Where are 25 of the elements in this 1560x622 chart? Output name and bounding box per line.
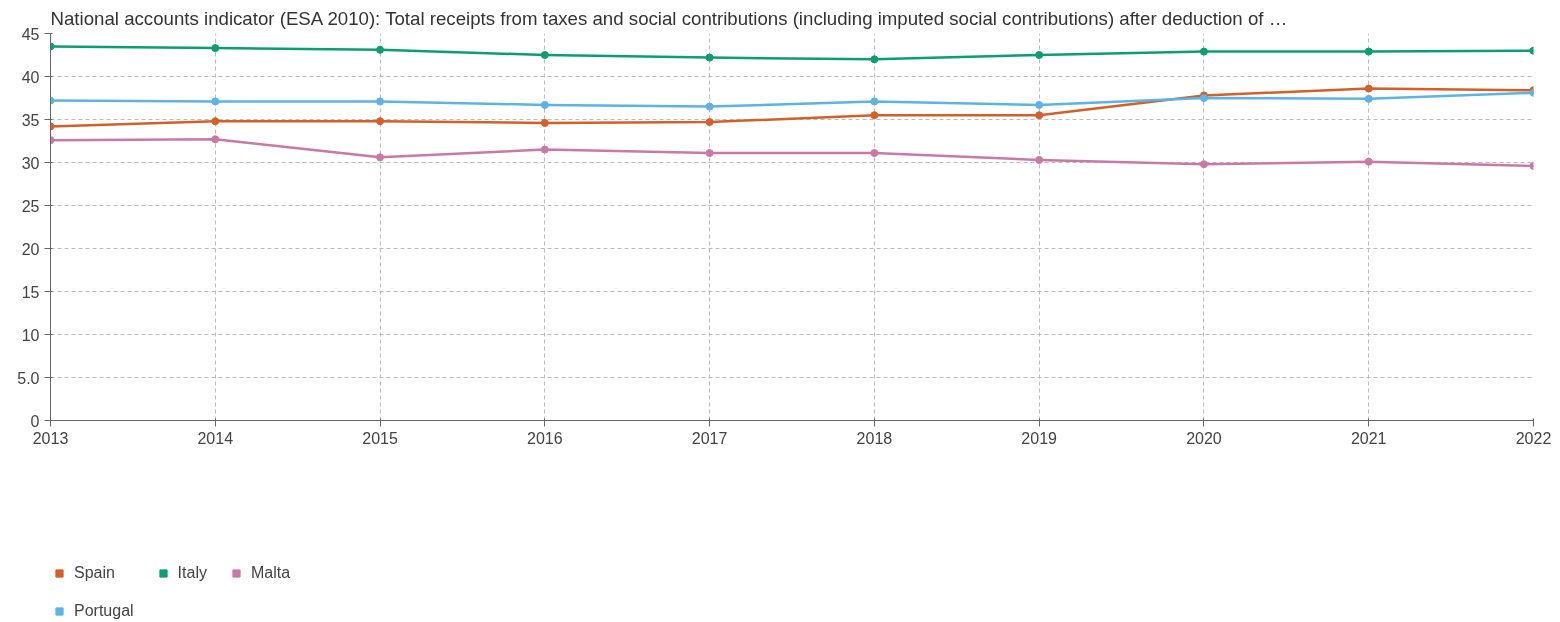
y-tick-label: 20 <box>21 240 40 258</box>
x-tick-label: 2015 <box>362 429 398 447</box>
x-tick-label: 2017 <box>691 429 728 447</box>
x-tick-label: 2021 <box>1350 429 1387 447</box>
legend-label: Malta <box>250 564 291 582</box>
y-tick-label: 45 <box>21 25 40 43</box>
y-tick-label: 0 <box>30 412 40 430</box>
x-tick-label: 2014 <box>197 429 234 447</box>
y-tick-label: 30 <box>21 154 40 172</box>
y-tick-label: 25 <box>21 197 40 215</box>
x-tick-label: 2013 <box>32 429 69 447</box>
legend-label: Portugal <box>74 602 134 620</box>
x-tick-label: 2016 <box>527 429 563 447</box>
y-tick-label: 15 <box>21 283 40 301</box>
x-tick-label: 2022 <box>1515 429 1552 447</box>
legend-label: Spain <box>74 564 115 582</box>
x-tick-label: 2019 <box>1021 429 1058 447</box>
y-tick-label: 40 <box>21 68 40 86</box>
y-tick-label: 35 <box>21 111 40 129</box>
y-tick-label: 5.0 <box>17 369 40 387</box>
x-tick-label: 2020 <box>1186 429 1222 447</box>
chart-title: National accounts indicator (ESA 2010): Total receipts from taxes and social contributions (including imputed social contributions) after deduction of … <box>50 7 1288 29</box>
x-tick-label: 2018 <box>856 429 893 447</box>
legend-label: Italy <box>177 564 207 582</box>
y-tick-label: 10 <box>21 326 40 344</box>
